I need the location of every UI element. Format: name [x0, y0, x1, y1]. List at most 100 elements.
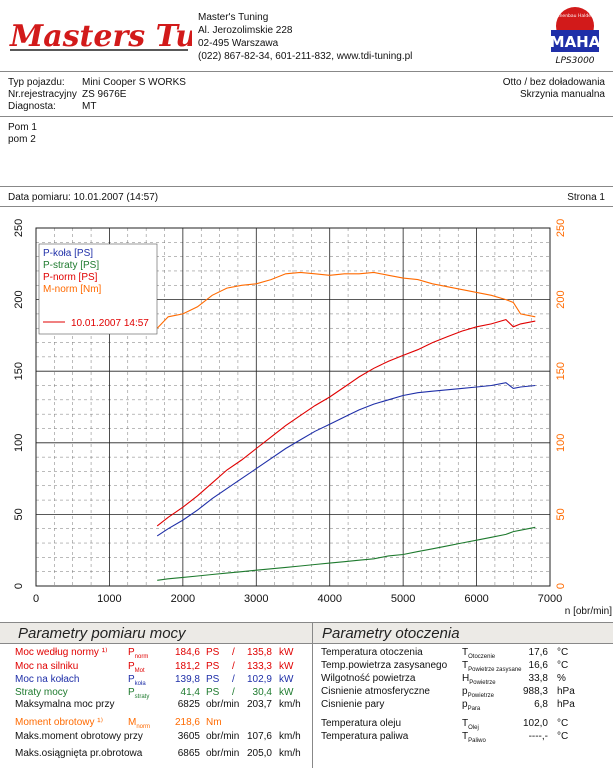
ambient-label: Temp.powietrza zasysanego [321, 660, 448, 671]
param-value-2: 30,4 [252, 687, 272, 698]
y-tick-label-right: 0 [555, 583, 567, 589]
series-line-2 [156, 318, 536, 527]
ambient-label: Cisnienie pary [321, 699, 385, 710]
ambient-value: ----,- [528, 731, 548, 742]
param-symbol: Pstraty [128, 687, 150, 700]
company-address-1: Al. Jerozolimskie 228 [198, 25, 293, 36]
vehicle-type-value: Mini Cooper S WORKS [82, 77, 186, 88]
y-tick-label-left: 0 [13, 583, 25, 589]
ambient-unit: °C [557, 660, 569, 671]
ambient-symbol: TPaliwo [462, 731, 486, 744]
param-label: Moc na silniku [15, 661, 79, 672]
vehicle-reg-label: Nr.rejestracyjny [8, 89, 77, 100]
param-separator: / [232, 661, 235, 672]
param-symbol: Mnorm [128, 717, 151, 730]
company-address-2: 02-495 Warszawa [198, 38, 279, 49]
param-value-1: 181,2 [174, 661, 200, 672]
x-tick-label: 6000 [464, 593, 488, 605]
ambient-label: Cisnienie atmosferyczne [321, 686, 430, 697]
ambient-value: 16,6 [528, 660, 548, 671]
param-value-1: 41,4 [180, 687, 200, 698]
svg-text:LPS3000: LPS3000 [555, 56, 594, 66]
param-symbol: Pkoła [128, 674, 146, 687]
ambient-symbol: HPowietrze [462, 673, 496, 686]
param-unit-2: km/h [279, 699, 301, 710]
param-value-1: 184,6 [174, 647, 200, 658]
ambient-unit: °C [557, 718, 569, 729]
ambient-value: 33,8 [528, 673, 548, 684]
ambient-symbol: TPowietrze zasysane [462, 660, 522, 673]
param-label: Moc według normy ¹⁾ [15, 647, 108, 658]
param-value-2: 205,0 [246, 748, 272, 759]
ambient-unit: hPa [557, 699, 575, 710]
legend-entry-1: P-straty [PS] [43, 260, 99, 271]
diagnostician-value: MT [82, 101, 97, 112]
legend-entry-0: P-koła [PS] [43, 248, 93, 259]
ambient-symbol: pPowietrze [462, 686, 494, 699]
x-tick-label: 5000 [391, 593, 415, 605]
dyno-chart: 0 1000 2000 3000 4000 5000 6000 7000 0 0 50 50 100 10… [13, 219, 612, 617]
param-value-1: 218,6 [174, 717, 200, 728]
measurement-date: Data pomiaru: 10.01.2007 (14:57) [8, 192, 159, 203]
ambient-value: 6,8 [534, 699, 548, 710]
y-tick-label-left: 200 [13, 290, 25, 308]
svg-text:MAHA: MAHA [550, 33, 601, 51]
param-value-2: 203,7 [246, 699, 272, 710]
vehicle-type-label: Typ pojazdu: [8, 77, 65, 88]
vehicle-reg-value: ZS 9676E [82, 89, 127, 100]
note-line-1: Pom 1 [8, 122, 37, 133]
ambient-unit: °C [557, 647, 569, 658]
company-contact: (022) 867-82-34, 601-211-832, www.tdi-tu… [198, 51, 413, 62]
x-tick-label: 2000 [171, 593, 195, 605]
y-tick-label-right: 250 [555, 219, 567, 237]
param-value-1: 3605 [177, 731, 200, 742]
param-unit-1: obr/min [206, 699, 240, 710]
ambient-value: 988,3 [522, 686, 548, 697]
series-line-3 [156, 271, 536, 329]
param-unit-1: Nm [206, 717, 222, 728]
param-label: Maks.moment obrotowy przy [15, 731, 143, 742]
param-value-2: 135,8 [246, 647, 272, 658]
param-value-1: 6825 [177, 699, 200, 710]
series-line-1 [157, 526, 536, 581]
y-tick-label-left: 150 [13, 362, 25, 380]
param-unit-2: kW [279, 674, 294, 685]
param-value-1: 139,8 [174, 674, 200, 685]
x-tick-label: 4000 [317, 593, 341, 605]
param-unit-2: km/h [279, 731, 301, 742]
company-logo: Masters Tuning [6, 6, 273, 60]
y-tick-label-right: 50 [555, 508, 567, 520]
param-unit-2: kW [279, 687, 294, 698]
param-label: Straty mocy [15, 687, 68, 698]
note-line-2: pom 2 [8, 134, 36, 145]
ambient-value: 102,0 [522, 718, 548, 729]
logo-text: Masters Tuning [9, 19, 192, 54]
param-label: Maksymalna moc przy [15, 699, 115, 710]
ambient-params-title: Parametry otoczenia [322, 625, 460, 642]
param-unit-1: obr/min [206, 731, 240, 742]
page-number: Strona 1 [567, 192, 605, 203]
legend-date: 10.01.2007 14:57 [71, 318, 149, 329]
param-value-1: 6865 [177, 748, 200, 759]
param-value-2: 102,9 [246, 674, 272, 685]
param-unit-1: PS [206, 674, 220, 685]
ambient-symbol: TOtoczenie [462, 647, 496, 660]
param-unit-1: obr/min [206, 748, 240, 759]
ambient-label: Temperatura oleju [321, 718, 402, 729]
ambient-label: Temperatura paliwa [321, 731, 409, 742]
y-tick-label-right: 150 [555, 362, 567, 380]
legend-entry-3: M-norm [Nm] [43, 284, 102, 295]
engine-type: Otto / bez doładowania [502, 77, 605, 88]
ambient-label: Wilgotność powietrza [321, 673, 416, 684]
y-tick-label-left: 250 [13, 219, 25, 237]
param-value-2: 133,3 [246, 661, 272, 672]
param-value-2: 107,6 [246, 731, 272, 742]
param-unit-2: kW [279, 647, 294, 658]
company-name: Master's Tuning [198, 12, 269, 23]
ambient-symbol: pPara [462, 699, 481, 712]
x-tick-label: 3000 [244, 593, 268, 605]
maha-logo: Maschinenbau Haldenwang MAHA LPS3000 [543, 4, 607, 66]
ambient-symbol: TOlej [462, 718, 479, 731]
x-tick-label: 7000 [538, 593, 562, 605]
diagnostician-label: Diagnosta: [8, 101, 56, 112]
